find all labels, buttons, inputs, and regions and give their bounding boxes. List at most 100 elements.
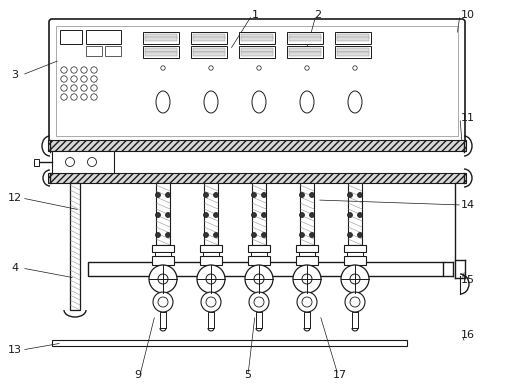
Bar bbox=[152, 245, 174, 252]
Circle shape bbox=[88, 158, 96, 167]
Bar bbox=[304, 312, 310, 328]
FancyBboxPatch shape bbox=[49, 19, 465, 143]
Circle shape bbox=[262, 212, 266, 217]
Circle shape bbox=[204, 192, 209, 197]
Bar bbox=[191, 32, 227, 44]
Bar bbox=[203, 252, 219, 256]
Bar bbox=[335, 46, 371, 58]
Circle shape bbox=[61, 76, 67, 82]
Bar bbox=[300, 183, 314, 245]
Circle shape bbox=[297, 292, 317, 312]
Circle shape bbox=[61, 94, 67, 100]
Bar bbox=[88, 262, 443, 276]
Circle shape bbox=[153, 292, 173, 312]
Circle shape bbox=[161, 66, 165, 70]
Bar bbox=[256, 312, 262, 328]
Circle shape bbox=[197, 265, 225, 293]
Circle shape bbox=[81, 67, 87, 73]
Circle shape bbox=[357, 233, 363, 237]
Bar bbox=[145, 48, 177, 52]
Text: 12: 12 bbox=[8, 193, 22, 203]
Bar bbox=[143, 32, 179, 44]
Bar bbox=[296, 256, 318, 265]
Circle shape bbox=[350, 274, 360, 284]
Bar bbox=[155, 252, 171, 256]
Circle shape bbox=[302, 274, 312, 284]
Circle shape bbox=[91, 85, 97, 91]
Circle shape bbox=[155, 192, 161, 197]
Bar bbox=[145, 37, 177, 41]
Circle shape bbox=[165, 212, 170, 217]
Ellipse shape bbox=[348, 91, 362, 113]
Circle shape bbox=[350, 297, 360, 307]
Circle shape bbox=[299, 192, 305, 197]
Bar bbox=[337, 34, 369, 38]
Bar bbox=[193, 52, 225, 56]
Bar bbox=[200, 245, 222, 252]
Bar bbox=[335, 32, 371, 44]
Circle shape bbox=[254, 274, 264, 284]
Bar bbox=[289, 48, 321, 52]
Circle shape bbox=[254, 297, 264, 307]
Circle shape bbox=[81, 76, 87, 82]
Circle shape bbox=[71, 85, 77, 91]
Bar bbox=[337, 48, 369, 52]
Circle shape bbox=[309, 212, 314, 217]
Bar bbox=[289, 52, 321, 56]
Bar bbox=[48, 173, 466, 183]
Bar bbox=[52, 151, 114, 173]
Bar bbox=[105, 46, 121, 56]
Bar bbox=[287, 32, 323, 44]
Bar bbox=[193, 34, 225, 38]
Bar bbox=[289, 34, 321, 38]
Circle shape bbox=[348, 233, 353, 237]
Bar bbox=[193, 37, 225, 41]
Circle shape bbox=[213, 192, 219, 197]
Ellipse shape bbox=[204, 91, 218, 113]
Ellipse shape bbox=[156, 91, 170, 113]
Bar bbox=[241, 48, 273, 52]
Circle shape bbox=[252, 212, 256, 217]
Circle shape bbox=[348, 212, 353, 217]
Ellipse shape bbox=[252, 91, 266, 113]
Bar bbox=[160, 312, 166, 328]
Bar bbox=[70, 183, 80, 310]
Circle shape bbox=[204, 212, 209, 217]
Text: 10: 10 bbox=[461, 10, 475, 20]
Text: 14: 14 bbox=[461, 200, 475, 210]
Bar bbox=[337, 52, 369, 56]
Bar bbox=[52, 340, 407, 346]
Bar bbox=[352, 312, 358, 328]
Bar bbox=[204, 183, 218, 245]
Circle shape bbox=[309, 192, 314, 197]
Circle shape bbox=[252, 233, 256, 237]
Text: 3: 3 bbox=[11, 70, 19, 80]
Bar bbox=[86, 46, 102, 56]
Bar bbox=[347, 252, 363, 256]
Text: 4: 4 bbox=[11, 263, 19, 273]
Circle shape bbox=[353, 66, 357, 70]
Bar bbox=[152, 256, 174, 265]
Bar bbox=[287, 46, 323, 58]
Bar bbox=[208, 312, 214, 328]
Bar bbox=[56, 26, 458, 136]
Bar bbox=[252, 183, 266, 245]
Bar bbox=[193, 48, 225, 52]
Circle shape bbox=[61, 67, 67, 73]
Text: 13: 13 bbox=[8, 345, 22, 355]
Bar bbox=[348, 183, 362, 245]
Text: 16: 16 bbox=[461, 330, 475, 340]
Text: 9: 9 bbox=[135, 370, 141, 380]
Circle shape bbox=[204, 233, 209, 237]
Bar bbox=[34, 159, 39, 166]
Bar bbox=[48, 140, 466, 151]
Circle shape bbox=[81, 94, 87, 100]
Bar bbox=[296, 245, 318, 252]
Circle shape bbox=[158, 297, 168, 307]
Circle shape bbox=[213, 233, 219, 237]
Text: 15: 15 bbox=[461, 275, 475, 285]
Circle shape bbox=[262, 233, 266, 237]
Bar bbox=[248, 245, 270, 252]
Circle shape bbox=[206, 274, 216, 284]
Bar bbox=[207, 276, 215, 294]
